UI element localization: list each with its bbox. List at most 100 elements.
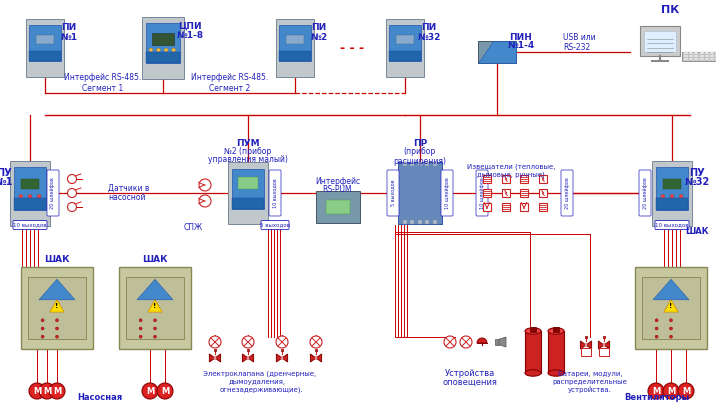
Bar [126,277,184,339]
Bar [700,58,704,60]
Circle shape [214,357,216,359]
Bar [495,339,499,345]
Text: M: M [161,386,169,396]
Text: распределительные: распределительные [553,379,627,385]
Bar [231,169,264,209]
Polygon shape [276,354,282,362]
Bar [28,277,86,339]
Bar [690,55,693,57]
Bar [390,26,420,61]
Text: Электроклапана (дренчерные,: Электроклапана (дренчерные, [203,371,316,377]
Bar [286,35,304,45]
Bar [599,348,609,356]
Bar [119,267,191,349]
Bar [14,198,47,209]
Circle shape [315,357,317,359]
Bar [502,189,510,197]
Text: №1: №1 [60,32,77,41]
Circle shape [404,52,407,55]
Circle shape [164,48,168,52]
Bar [710,58,714,60]
Bar [425,162,429,166]
Circle shape [56,335,59,338]
Text: 20 шлейфов: 20 шлейфов [564,177,569,209]
Circle shape [663,383,679,399]
Polygon shape [147,300,163,312]
Circle shape [41,319,44,322]
Polygon shape [282,354,288,362]
Text: Интерфейс: Интерфейс [316,177,361,185]
Bar [396,35,415,45]
Circle shape [655,335,658,338]
Text: ПР: ПР [413,139,427,147]
Circle shape [281,357,284,359]
Bar [316,191,360,223]
Circle shape [153,327,157,330]
Text: !: ! [153,303,157,309]
Bar [425,220,429,224]
Text: ПИ: ПИ [62,23,77,32]
Bar [603,336,606,338]
Polygon shape [243,354,248,362]
Circle shape [242,336,254,348]
Circle shape [460,336,472,348]
Circle shape [67,188,77,198]
Text: №1-8: №1-8 [176,30,203,40]
Bar [326,200,350,214]
Text: Интерфейс RS-485.
Сегмент 1: Интерфейс RS-485. Сегмент 1 [64,73,142,93]
Circle shape [142,383,158,399]
FancyBboxPatch shape [639,170,651,216]
Bar [238,177,258,189]
Circle shape [286,52,289,55]
Text: ПУМ: ПУМ [236,139,260,147]
Text: - - -: - - - [340,41,364,55]
Text: RS-PUM.: RS-PUM. [322,185,354,194]
Bar [581,348,591,356]
Circle shape [157,48,160,52]
Bar [146,52,180,63]
FancyBboxPatch shape [441,170,453,216]
Circle shape [157,383,173,399]
Bar [700,52,704,54]
Bar [584,336,587,338]
Bar [539,203,547,211]
Polygon shape [50,300,64,312]
Circle shape [669,335,672,338]
Text: M: M [667,386,675,396]
Circle shape [153,335,157,338]
Bar [410,162,414,166]
Text: огнезадерживающие).: огнезадерживающие). [219,387,303,393]
Text: Интерфейс RS-485.
Сегмент 2: Интерфейс RS-485. Сегмент 2 [191,73,268,93]
Text: Устройства: Устройства [445,369,495,379]
Circle shape [585,344,587,346]
Text: ЦПИ: ЦПИ [178,21,202,30]
Bar [502,203,510,211]
Text: Батареи, модули,: Батареи, модули, [558,371,622,377]
Text: 10 выходов: 10 выходов [655,222,689,228]
Bar [402,220,407,224]
Circle shape [149,48,153,52]
Bar [29,26,61,61]
Bar [710,52,714,54]
Bar [682,51,716,60]
Circle shape [153,319,157,322]
FancyBboxPatch shape [387,170,399,216]
Text: M: M [53,386,61,396]
Circle shape [655,327,658,330]
Circle shape [655,319,658,322]
Bar [10,160,50,226]
Bar [715,52,716,54]
Polygon shape [499,337,506,347]
Bar [553,327,559,332]
Text: дымовые, ручные): дымовые, ручные) [477,172,545,178]
Bar [644,31,677,52]
Text: №2: №2 [311,32,327,41]
Polygon shape [599,341,604,349]
Bar [640,26,680,55]
Bar [539,175,547,183]
Text: ПУ: ПУ [690,168,705,178]
Bar [642,277,700,339]
Text: 10 шлейфов: 10 шлейфов [480,177,485,209]
Circle shape [276,336,288,348]
Circle shape [139,327,142,330]
